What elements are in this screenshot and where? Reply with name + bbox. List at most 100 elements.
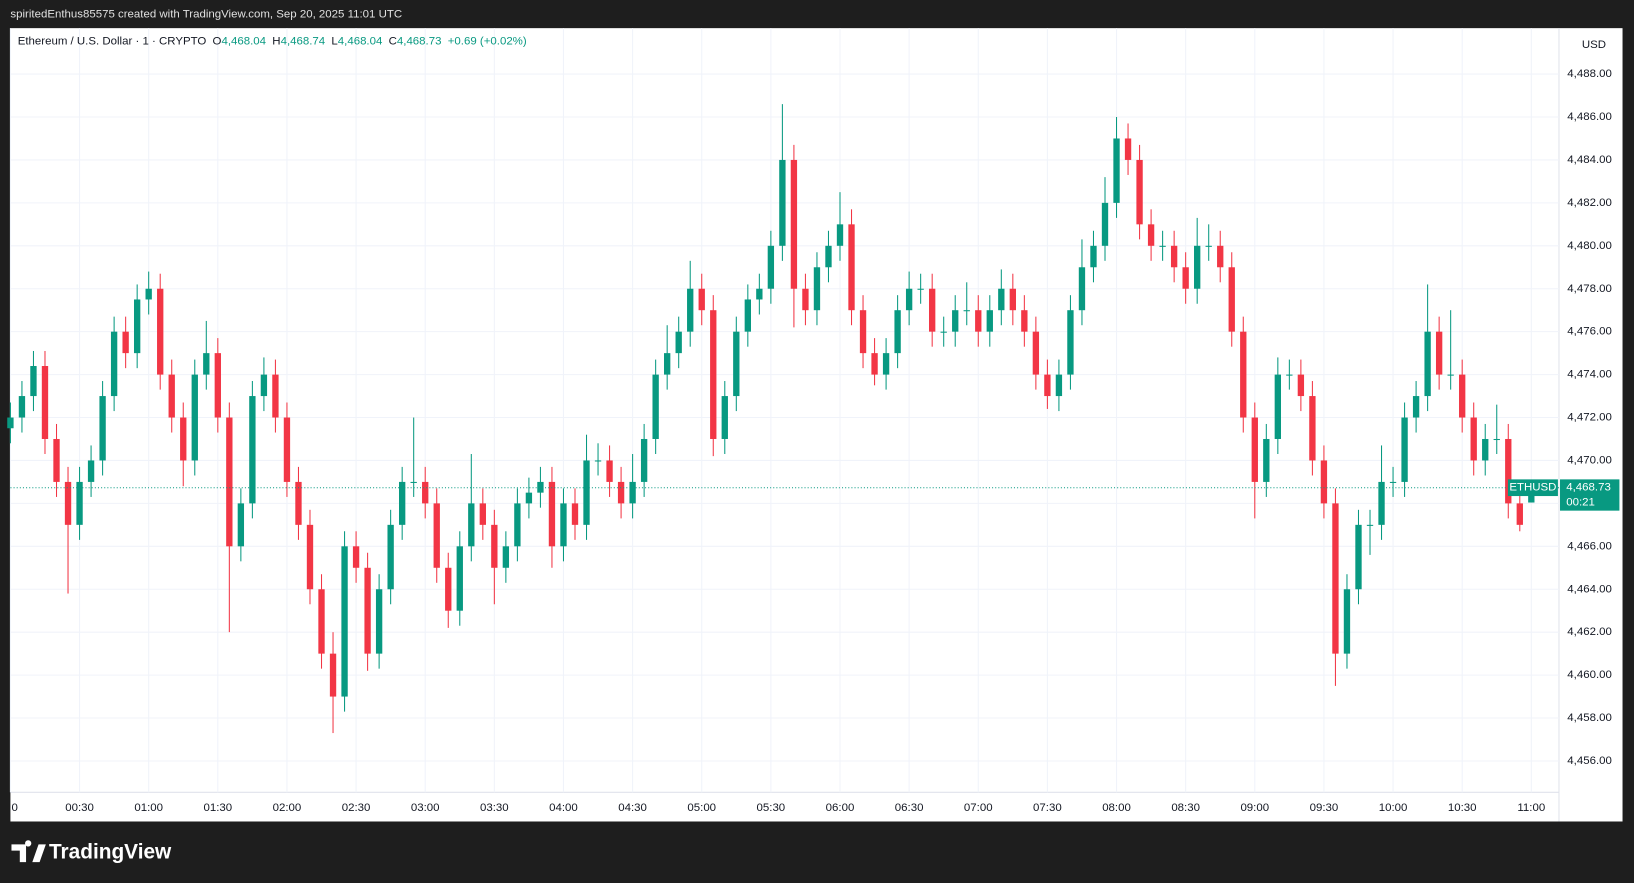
- candle-body: [433, 503, 440, 568]
- candle-body: [1286, 374, 1293, 376]
- candle-body: [352, 546, 360, 568]
- candle-body: [606, 460, 613, 482]
- candle-body: [1101, 202, 1109, 246]
- legend: Ethereum / U.S. Dollar · 1 · CRYPTO O 4,46…: [18, 36, 527, 48]
- candle-body: [260, 374, 268, 397]
- candle-body: [203, 353, 210, 375]
- candle-body: [1447, 374, 1454, 376]
- candle-body: [1332, 503, 1339, 654]
- candle-body: [1136, 159, 1143, 225]
- candle-body: [157, 288, 164, 375]
- candle-body: [744, 299, 751, 332]
- candle-body: [1078, 267, 1086, 311]
- x-tick-label: 06:30: [895, 802, 924, 814]
- legend-symbol: Ethereum / U.S. Dollar · 1 · CRYPTO: [18, 36, 207, 48]
- candle-body: [1343, 589, 1351, 654]
- candle-body: [733, 331, 740, 397]
- candle-body: [514, 503, 521, 547]
- candle-body: [145, 288, 152, 300]
- currency: USD: [1582, 39, 1606, 51]
- candle-body: [110, 331, 118, 397]
- y-tick-label: 4,478.00: [1567, 283, 1612, 295]
- candle-body: [329, 653, 337, 697]
- legend-label: O: [213, 36, 222, 48]
- x-tick-label: 09:00: [1240, 802, 1269, 814]
- candle-body: [825, 245, 832, 268]
- y-tick-label: 4,466.00: [1567, 540, 1612, 552]
- x-tick-label: 01:00: [134, 802, 163, 814]
- candle-body: [617, 481, 625, 504]
- candle-body: [998, 288, 1005, 311]
- y-tick-label: 4,458.00: [1567, 712, 1612, 724]
- candle-body: [1493, 438, 1500, 441]
- candle-body: [7, 417, 14, 429]
- candle-body: [1228, 267, 1235, 332]
- grid: [9, 28, 1559, 793]
- candle-body: [1124, 138, 1132, 160]
- candle-body: [1378, 481, 1385, 525]
- candle-body: [687, 288, 694, 332]
- candle-body: [594, 460, 602, 462]
- candle-body: [502, 546, 510, 568]
- candle-body: [364, 567, 371, 654]
- candle-body: [295, 481, 302, 525]
- candle-body: [963, 310, 970, 312]
- ticker-tag-label: ETHUSD: [1509, 482, 1556, 494]
- candle-body: [1320, 460, 1328, 504]
- candle-body: [571, 503, 579, 525]
- candle-body: [180, 417, 187, 461]
- candle-body: [560, 503, 567, 547]
- candle-body: [779, 159, 786, 246]
- y-tick-label: 4,476.00: [1567, 326, 1612, 338]
- candle-body: [76, 481, 83, 525]
- candle-body: [1274, 374, 1282, 439]
- y-tick-label: 4,482.00: [1567, 197, 1612, 209]
- candle-body: [445, 567, 452, 611]
- x-tick-label: 03:00: [411, 802, 440, 814]
- x-tick-label: 04:30: [618, 802, 647, 814]
- candle-body: [272, 374, 279, 418]
- candle-body: [894, 310, 901, 354]
- candle-body: [802, 288, 809, 311]
- x-tick-label: 10:30: [1448, 802, 1477, 814]
- candle-body: [237, 503, 245, 547]
- candles: [7, 104, 1559, 734]
- candle-body: [917, 288, 924, 290]
- ticker-tag: [1507, 479, 1558, 497]
- brand-name: TradingView: [49, 840, 172, 863]
- brand-logo: [11, 840, 46, 863]
- candle-body: [583, 460, 590, 525]
- candle-body: [422, 481, 429, 504]
- attribution: spiritedEnthus85575 created with Trading…: [10, 9, 402, 21]
- candle-body: [1090, 245, 1097, 268]
- candle-body: [1009, 288, 1016, 311]
- candle-body: [1205, 245, 1212, 247]
- candle-body: [952, 310, 959, 332]
- candle-body: [1113, 138, 1120, 203]
- candle-body: [756, 288, 763, 300]
- candle-body: [249, 396, 256, 504]
- candle-body: [710, 310, 717, 439]
- candle-body: [41, 366, 49, 439]
- candle-body: [1021, 310, 1028, 332]
- legend-value: 4,468.74: [281, 36, 326, 48]
- candle-body: [122, 331, 129, 354]
- candle-body: [1401, 417, 1408, 482]
- x-tick-label: 00:30: [65, 802, 94, 814]
- price-tag-countdown: 00:21: [1566, 496, 1595, 508]
- y-tick-label: 4,488.00: [1567, 68, 1612, 80]
- candle-body: [1240, 331, 1247, 418]
- x-tick-label: 02:30: [342, 802, 371, 814]
- x-tick-label: 01:30: [203, 802, 232, 814]
- x-tick-label: 04:00: [549, 802, 578, 814]
- candle-body: [87, 460, 95, 482]
- candle-body: [99, 396, 106, 461]
- candle-body: [537, 481, 544, 493]
- candle-body: [1424, 331, 1431, 397]
- candle-body: [456, 546, 463, 611]
- candle-body: [1482, 438, 1489, 461]
- candle-body: [1470, 417, 1477, 461]
- candle-body: [871, 353, 878, 375]
- y-tick-label: 4,470.00: [1567, 454, 1612, 466]
